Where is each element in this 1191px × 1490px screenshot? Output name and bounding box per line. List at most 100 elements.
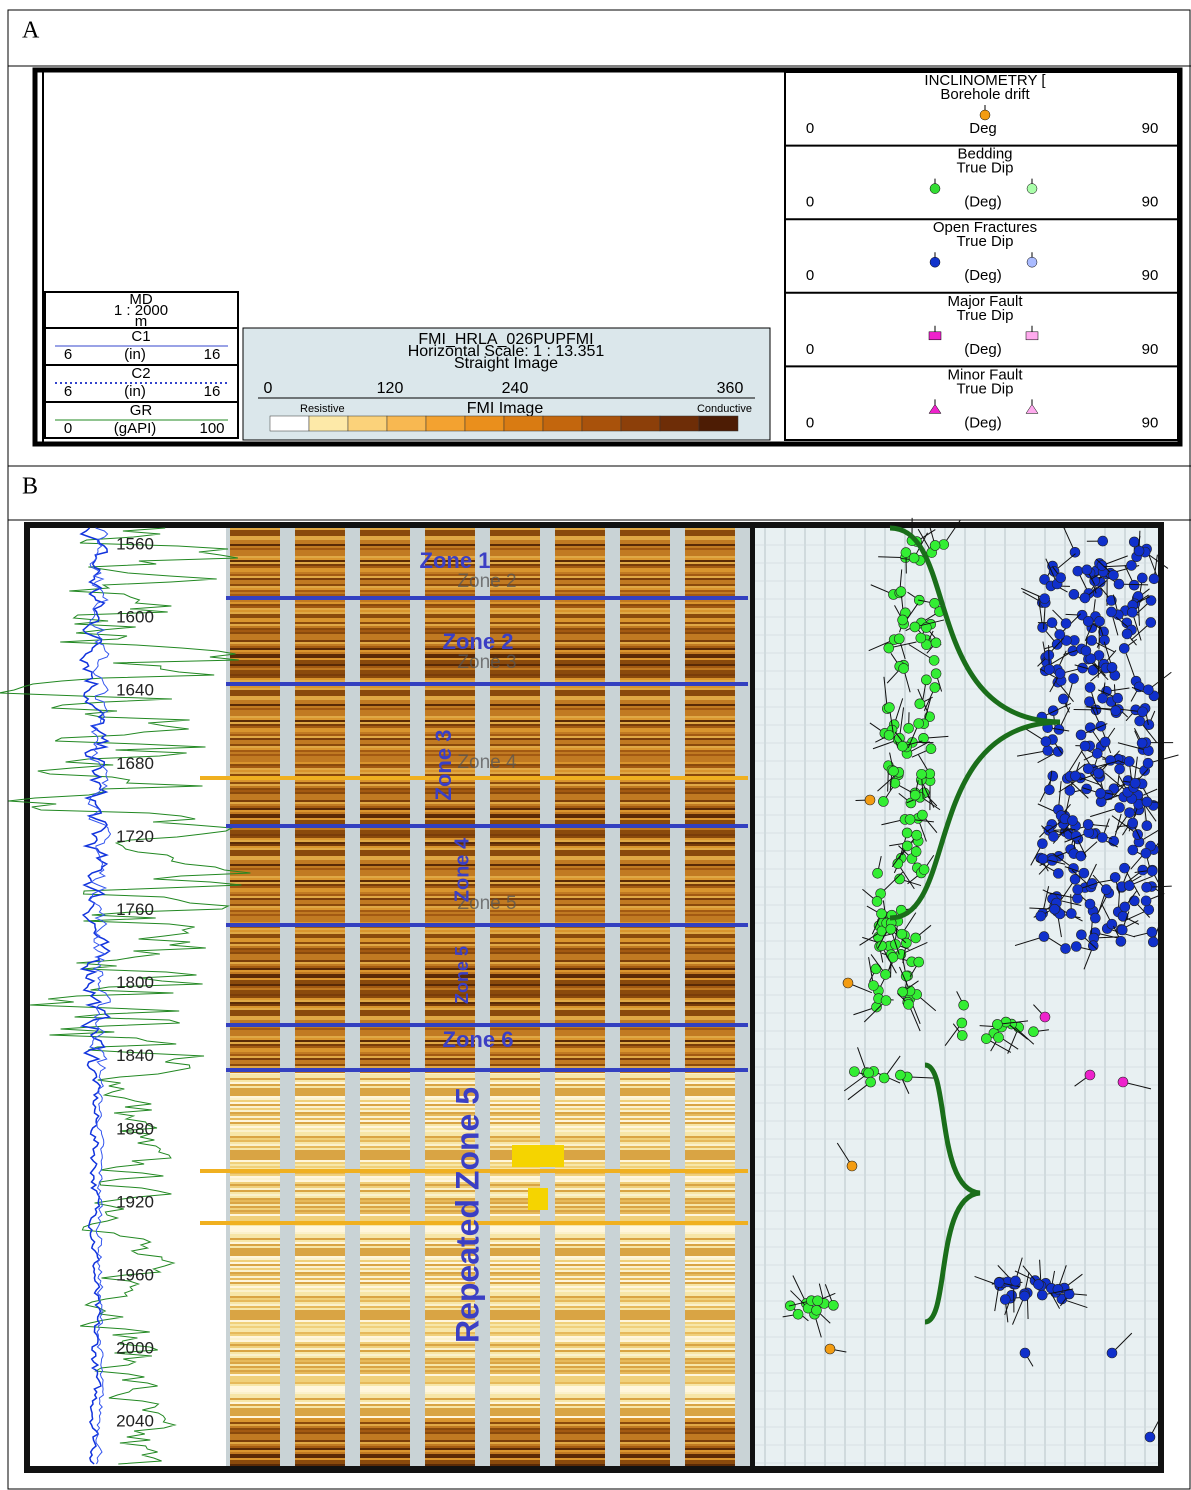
tadpole (1039, 932, 1049, 942)
image-pad (360, 1073, 410, 1418)
dip-icon (1026, 332, 1038, 340)
tadpole (1000, 1295, 1010, 1305)
tadpole (884, 703, 894, 713)
tadpole (1138, 707, 1148, 717)
image-pad (620, 1073, 670, 1418)
depth-label: 1720 (116, 827, 154, 846)
tadpole (1037, 839, 1047, 849)
tadpole (1069, 674, 1079, 684)
tadpole (868, 981, 878, 991)
tadpole (825, 1344, 835, 1354)
tadpole (1122, 629, 1132, 639)
tadpole (872, 896, 882, 906)
image-pad (620, 528, 670, 1073)
tadpole (877, 941, 887, 951)
depth-label: 1920 (116, 1192, 154, 1211)
tadpole (1116, 936, 1126, 946)
tadpole (931, 669, 941, 679)
tadpole (1107, 662, 1117, 672)
tadpole (1107, 1348, 1117, 1358)
tadpole (1048, 706, 1058, 716)
image-pad (295, 1073, 345, 1418)
tadpole (1143, 685, 1153, 695)
curve-name: C2 (131, 365, 150, 382)
tadpole (1130, 778, 1140, 788)
tadpole (1053, 868, 1063, 878)
tadpole (1117, 925, 1127, 935)
track-min: 0 (806, 120, 814, 137)
tadpole (1043, 746, 1053, 756)
tadpole (930, 598, 940, 608)
depth-label: 1640 (116, 681, 154, 700)
color-scale-cell (270, 416, 309, 431)
image-pad (685, 1418, 735, 1466)
zone-label: Zone 4 (451, 837, 473, 902)
tadpole (1038, 854, 1048, 864)
fmi-tick: 240 (502, 380, 529, 397)
track-title: True Dip (957, 380, 1014, 397)
tadpole (1146, 617, 1156, 627)
tadpole (1044, 785, 1054, 795)
tadpole (1072, 893, 1082, 903)
tadpole (1011, 1276, 1021, 1286)
tadpole (1100, 737, 1110, 747)
tadpole (1124, 881, 1134, 891)
tadpole (1137, 573, 1147, 583)
track-unit: Deg (969, 120, 997, 137)
track-max: 90 (1142, 120, 1159, 137)
tadpole (957, 1018, 967, 1028)
tadpole (957, 1030, 967, 1040)
tadpole (930, 683, 940, 693)
gr-track (30, 528, 226, 1466)
tadpole (1107, 919, 1117, 929)
tadpole (1148, 937, 1158, 947)
image-pad (230, 1073, 280, 1418)
track-unit: (Deg) (964, 341, 1002, 358)
zone-label: Zone 2 (443, 629, 514, 654)
tadpole (914, 718, 924, 728)
tadpole (1106, 607, 1116, 617)
color-scale-cell (660, 416, 699, 431)
dip-icon (1027, 184, 1037, 194)
track-unit: (Deg) (964, 414, 1002, 431)
tadpole (1137, 738, 1147, 748)
track-max: 90 (1142, 194, 1159, 211)
tadpole (912, 830, 922, 840)
track-max: 90 (1142, 414, 1159, 431)
depth-label: 1680 (116, 754, 154, 773)
tadpole (1081, 646, 1091, 656)
tadpole (1058, 694, 1068, 704)
tadpole (1069, 589, 1079, 599)
tadpole (1047, 618, 1057, 628)
fmi-legend: FMI Image (467, 400, 544, 417)
tadpole (930, 540, 940, 550)
tadpole (1111, 706, 1121, 716)
fmi-tick: 0 (264, 380, 273, 397)
tadpole (865, 795, 875, 805)
tadpole (1101, 885, 1111, 895)
tadpole (992, 1019, 1002, 1029)
track-max: 90 (1142, 341, 1159, 358)
image-pad (360, 1418, 410, 1466)
image-pad (295, 1418, 345, 1466)
tadpole (895, 1070, 905, 1080)
depth-label: 2040 (116, 1412, 154, 1431)
tadpole (994, 1278, 1004, 1288)
track-title: True Dip (957, 307, 1014, 324)
tadpole (1118, 1077, 1128, 1087)
image-pad (230, 1418, 280, 1466)
tadpole (1115, 764, 1125, 774)
tadpole (1141, 848, 1151, 858)
color-scale-cell (426, 416, 465, 431)
zone-label: Repeated Zone 5 (449, 1087, 485, 1343)
tadpole (1038, 622, 1048, 632)
tadpole (1098, 536, 1108, 546)
tadpole (1144, 905, 1154, 915)
tadpole (1095, 616, 1105, 626)
curve-unit: (in) (124, 383, 146, 400)
zone-label: Zone 3 (431, 730, 456, 801)
track-unit: (Deg) (964, 267, 1002, 284)
tadpole (981, 1034, 991, 1044)
tadpole (1142, 821, 1152, 831)
tadpole (1133, 829, 1143, 839)
